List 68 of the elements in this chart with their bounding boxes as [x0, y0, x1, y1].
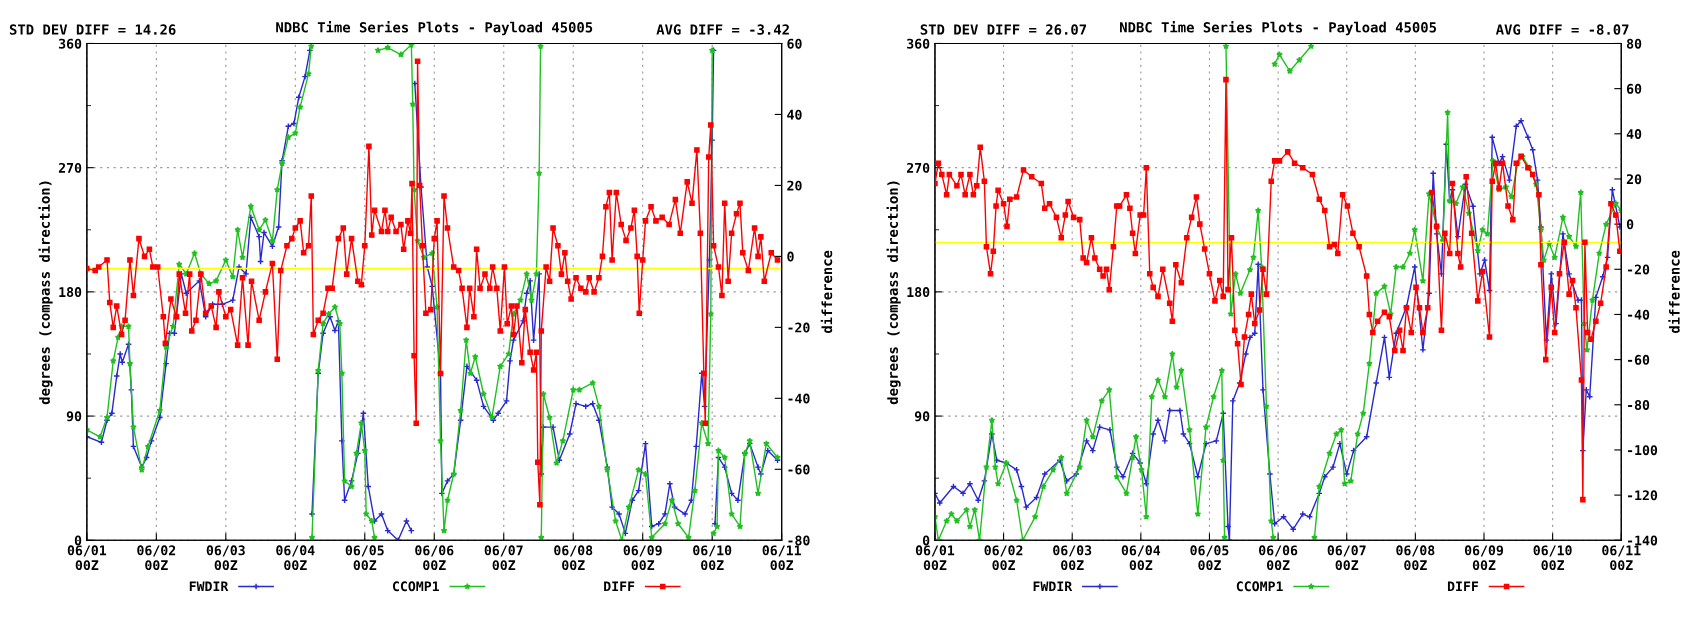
y2-tick-label: -40: [1628, 309, 1650, 320]
x-tick-label: 06/02 00Z: [984, 545, 1023, 571]
x-tick-label: 06/01 00Z: [915, 545, 955, 571]
x-tick-label: 06/03 00Z: [206, 545, 245, 571]
text: AVG DIFF = -3.42: [656, 24, 789, 35]
x-tick-label: 06/06 00Z: [415, 545, 454, 571]
x-tick-label: 06/10 00Z: [1533, 545, 1572, 571]
y-tick-label: 0: [74, 535, 82, 546]
y2-tick-label: 0: [787, 251, 794, 262]
y2-tick-label: -120: [1628, 490, 1658, 501]
y2-tick-label: 60: [1626, 83, 1642, 94]
x-tick-label: 06/09 00Z: [623, 545, 662, 571]
y2-tick-label: -140: [1628, 535, 1658, 546]
y-tick-label: 270: [907, 162, 930, 173]
x-tick-label: 06/04 00Z: [276, 545, 315, 571]
x-tick-label: 06/01 00Z: [67, 545, 107, 571]
chart-title: NDBC Time Series Plots - Payload 45005: [276, 21, 593, 36]
x-tick-label: 06/11 00Z: [762, 545, 801, 571]
y-tick-label: 360: [58, 38, 82, 49]
y2-tick-label: -20: [788, 322, 810, 333]
y2-tick-label: -60: [788, 464, 810, 475]
y-tick-label: 270: [58, 162, 82, 173]
y-axis-title: degrees (compass direction): [886, 181, 901, 405]
y2-tick-label: 0: [1626, 219, 1634, 230]
x-tick-label: 06/11 00Z: [1602, 545, 1641, 571]
y-tick-label: 90: [66, 411, 82, 422]
y2-tick-label: -80: [1628, 400, 1650, 410]
text: STD DEV DIFF = 14.26: [9, 24, 176, 35]
y2-tick-label: 40: [787, 109, 802, 120]
y-tick-label: 180: [59, 287, 82, 298]
legend-label: CCOMP1: [392, 581, 440, 592]
y2-tick-label: 40: [1626, 129, 1642, 139]
x-tick-label: 06/08 00Z: [554, 545, 593, 571]
y2-axis-title: difference: [1668, 250, 1680, 334]
x-tick-label: 06/06 00Z: [1259, 545, 1298, 571]
text: AVG DIFF = -8.07: [1495, 24, 1629, 35]
x-tick-label: 06/05 00Z: [345, 545, 384, 571]
y-tick-label: 360: [907, 38, 930, 49]
y2-tick-label: 80: [1626, 38, 1642, 49]
x-tick-label: 06/02 00Z: [137, 545, 176, 571]
y2-tick-label: 20: [787, 180, 802, 191]
x-tick-label: 06/05 00Z: [1190, 545, 1229, 571]
legend-label: FWDIR: [189, 581, 229, 592]
y2-tick-label: 20: [1626, 174, 1642, 185]
y2-tick-label: -20: [1628, 264, 1650, 275]
x-tick-label: 06/04 00Z: [1121, 545, 1161, 571]
y-tick-label: 90: [914, 411, 930, 422]
y2-tick-label: -40: [788, 393, 810, 404]
y-axis-title: degrees (compass direction): [38, 181, 53, 405]
x-tick-label: 06/07 00Z: [484, 545, 523, 571]
text: STD DEV DIFF = 26.07: [920, 24, 1087, 35]
y2-tick-label: 60: [787, 38, 802, 49]
x-tick-label: 06/10 00Z: [693, 545, 732, 571]
y2-tick-label: -80: [788, 535, 810, 546]
y-tick-label: 180: [907, 287, 930, 298]
y2-tick-label: -60: [1628, 354, 1650, 365]
y2-axis-title: difference: [820, 250, 833, 334]
x-tick-label: 06/07 00Z: [1327, 545, 1366, 571]
legend-label: CCOMP1: [1236, 581, 1283, 592]
y-tick-label: 0: [922, 535, 930, 546]
x-tick-label: 06/08 00Z: [1396, 545, 1435, 571]
legend-label: DIFF: [604, 581, 635, 592]
chart-title: NDBC Time Series Plots - Payload 45005: [1120, 21, 1437, 36]
legend-label: DIFF: [1447, 581, 1479, 592]
x-tick-label: 06/03 00Z: [1053, 545, 1092, 571]
y2-tick-label: -100: [1628, 445, 1658, 456]
x-tick-label: 06/09 00Z: [1464, 545, 1504, 571]
legend-label: FWDIR: [1033, 581, 1073, 592]
